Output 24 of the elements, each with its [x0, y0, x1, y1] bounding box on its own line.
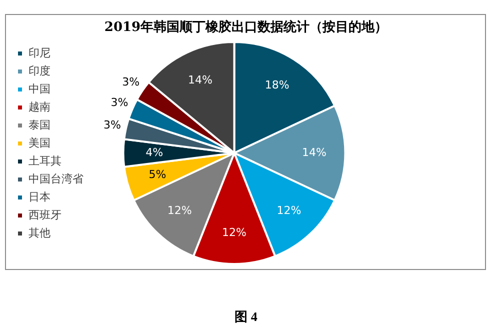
legend-label: 印尼: [28, 46, 50, 60]
legend-label: 土耳其: [28, 154, 62, 168]
caption: 图 4: [234, 308, 258, 326]
legend-label: 美国: [28, 136, 50, 150]
legend-label: 印度: [28, 64, 50, 78]
legend-label: 中国: [28, 82, 50, 96]
legend-label: 日本: [28, 190, 50, 204]
data-label: 5%: [148, 168, 166, 182]
data-label: 12%: [276, 204, 302, 218]
legend-label: 中国台湾省: [28, 172, 84, 186]
data-label: 14%: [302, 146, 326, 159]
data-label: 12%: [222, 226, 246, 239]
legend-label: 泰国: [28, 118, 50, 132]
legend-label: 西班牙: [28, 208, 62, 222]
legend-label: 其他: [28, 226, 50, 240]
legend-label: 越南: [28, 100, 50, 114]
data-label: 14%: [188, 74, 212, 87]
chart-title: 2019年韩国顺丁橡胶出口数据统计（按目的地）: [103, 18, 389, 36]
data-label: 3%: [122, 76, 140, 89]
data-label: 4%: [146, 146, 164, 159]
data-label: 18%: [264, 78, 290, 92]
data-label: 3%: [110, 96, 128, 110]
data-label: 3%: [104, 118, 121, 132]
data-label: 12%: [167, 204, 192, 218]
